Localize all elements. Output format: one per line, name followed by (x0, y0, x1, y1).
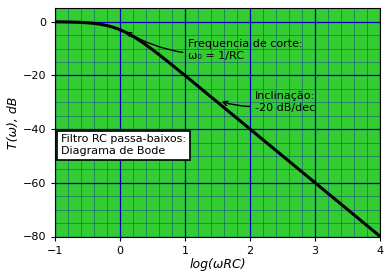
Text: Frequencia de corte:
ω₀ = 1/RC: Frequencia de corte: ω₀ = 1/RC (127, 32, 303, 61)
X-axis label: log(ωRC): log(ωRC) (189, 258, 246, 271)
Y-axis label: T(ω), dB: T(ω), dB (7, 96, 20, 148)
Text: Filtro RC passa-baixos:
Diagrama de Bode: Filtro RC passa-baixos: Diagrama de Bode (62, 134, 186, 156)
Text: Inclinação:
-20 dB/dec: Inclinação: -20 dB/dec (223, 92, 316, 113)
